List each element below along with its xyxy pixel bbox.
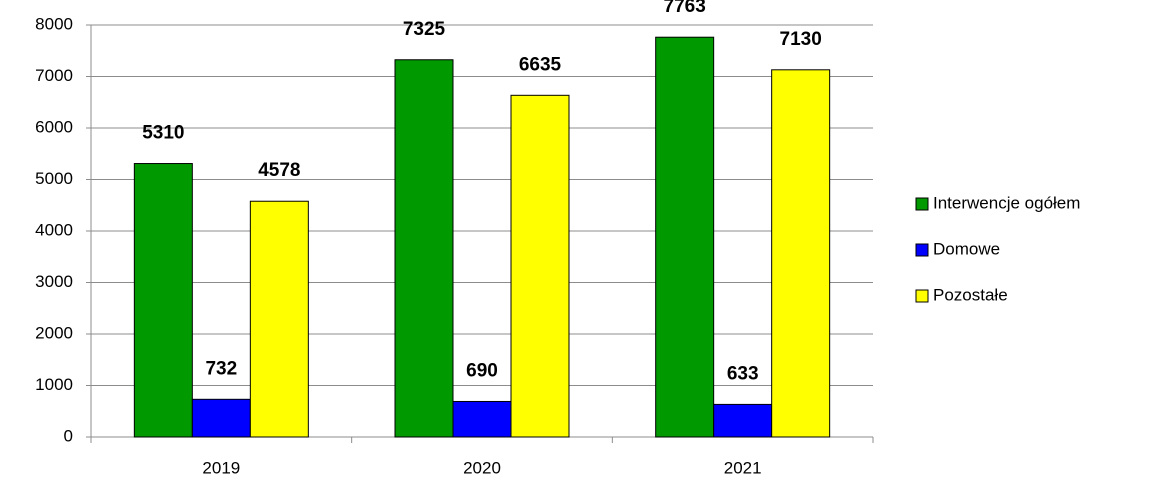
legend-swatch <box>915 243 929 257</box>
legend-label: Pozostałe <box>933 285 1008 304</box>
legend-label: Interwencje ogółem <box>933 193 1080 212</box>
bar <box>713 403 773 438</box>
x-tick-label: 2021 <box>724 458 762 477</box>
bar <box>133 163 193 438</box>
y-tick-label: 4000 <box>35 220 73 239</box>
value-label: 690 <box>466 360 498 381</box>
value-label: 732 <box>205 358 237 379</box>
legend-swatch <box>915 197 929 211</box>
bar <box>191 398 251 438</box>
bar <box>655 36 715 438</box>
bar <box>510 94 570 438</box>
bar <box>452 400 512 438</box>
y-tick-label: 7000 <box>35 66 73 85</box>
y-tick-label: 1000 <box>35 375 73 394</box>
value-label: 7130 <box>780 29 822 50</box>
value-label: 7763 <box>664 0 706 17</box>
x-tick-label: 2020 <box>463 458 501 477</box>
value-label: 6635 <box>519 54 562 75</box>
bar <box>394 59 454 438</box>
y-tick-label: 2000 <box>35 323 73 342</box>
bar <box>771 69 831 438</box>
value-label: 7325 <box>403 19 446 40</box>
value-label: 4578 <box>258 160 300 181</box>
y-tick-label: 6000 <box>35 117 73 136</box>
x-tick-label: 2019 <box>202 458 240 477</box>
y-tick-label: 8000 <box>35 14 73 33</box>
legend-label: Domowe <box>933 239 1000 258</box>
legend-swatch <box>915 289 929 303</box>
y-tick-label: 0 <box>64 426 73 445</box>
value-label: 633 <box>727 363 759 384</box>
value-label: 5310 <box>142 123 184 144</box>
y-tick-label: 3000 <box>35 272 73 291</box>
bar <box>249 200 309 438</box>
y-tick-label: 5000 <box>35 169 73 188</box>
